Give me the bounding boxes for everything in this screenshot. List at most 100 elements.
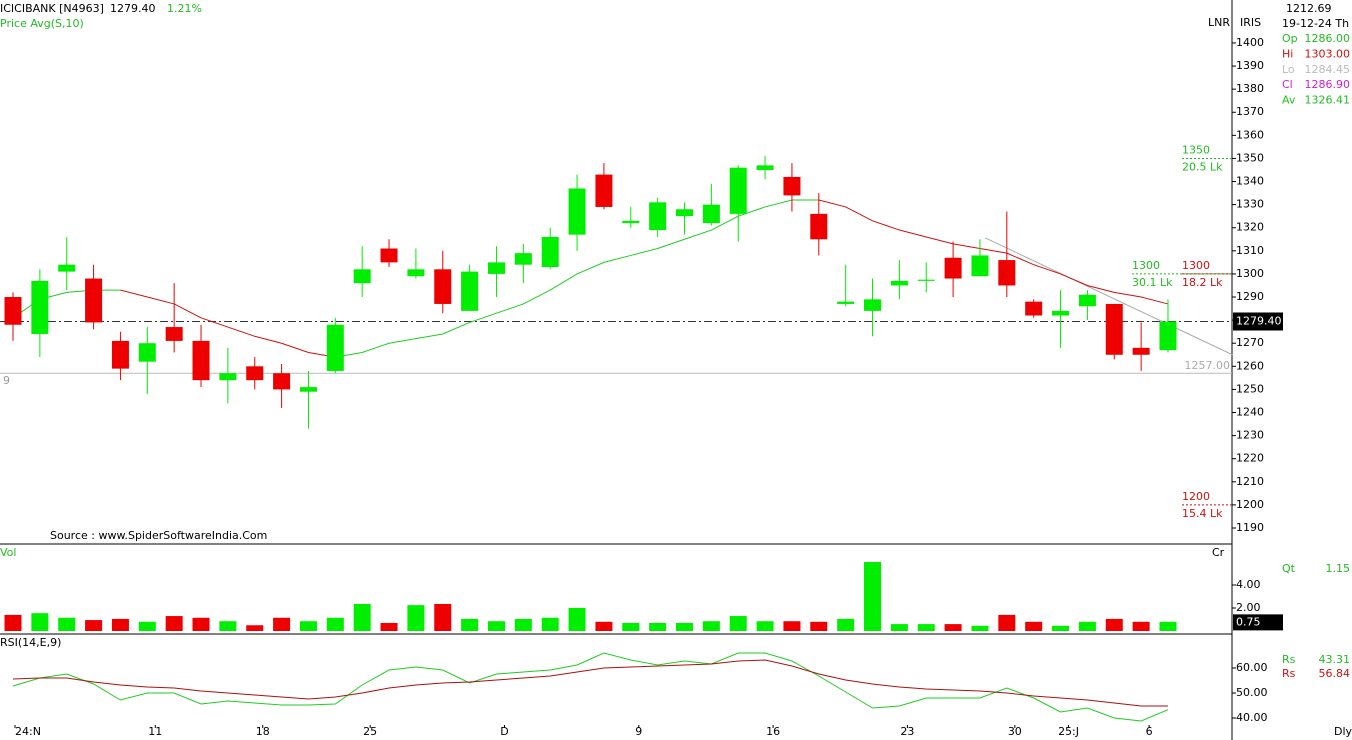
y-tick-label: 2.00 (1236, 601, 1261, 614)
volume-bar (58, 617, 76, 631)
support-label: 1257.00 (1185, 359, 1231, 372)
candle-body (1025, 301, 1043, 316)
level-volume: 20.5 Lk (1182, 160, 1223, 173)
volume-bar (219, 621, 237, 631)
candle-body (31, 280, 49, 334)
volume-bar (326, 617, 344, 631)
x-tick-label: 30 (1008, 725, 1022, 738)
x-tick-label: 16 (766, 725, 780, 738)
y-tick-label: 1230 (1236, 429, 1264, 442)
source: Source : www.SpiderSoftwareIndia.Com (50, 529, 267, 542)
info-date: 19-12-24 Th (1282, 17, 1349, 30)
y-tick-label: 1210 (1236, 475, 1264, 488)
candle-body (407, 269, 425, 277)
candle-body (837, 301, 855, 304)
volume-bar (864, 562, 882, 631)
y-tick-label: 1190 (1236, 521, 1264, 534)
candle-body (58, 264, 76, 272)
candle-body (1078, 294, 1096, 307)
last-price-box (1233, 312, 1283, 331)
info-value: 1286.00 (1305, 32, 1351, 45)
info-rs-value: 56.84 (1319, 667, 1351, 680)
last-price: 1279.40 (110, 2, 156, 15)
volume-bar (111, 618, 129, 631)
last-volume-box (1233, 614, 1283, 631)
info-value: 1303.00 (1305, 47, 1351, 60)
volume-bar (461, 618, 479, 631)
volume-bar (192, 617, 210, 631)
candle-body (729, 167, 747, 214)
info-cr: Cr (1212, 546, 1225, 559)
volume-bar (971, 625, 989, 631)
y-tick-label: 1330 (1236, 198, 1264, 211)
y-tick-label: 1200 (1236, 498, 1264, 511)
x-tick-label: 9 (635, 725, 642, 738)
x-tick-label: 25:J (1058, 725, 1079, 738)
volume-bar (595, 621, 613, 631)
candle-body (917, 279, 935, 281)
info-label: Av (1282, 94, 1296, 107)
volume-bar (1132, 621, 1150, 631)
y-tick-label: 1310 (1236, 244, 1264, 257)
y-tick-label: 1350 (1236, 151, 1264, 164)
info-rs-label: Rs (1282, 667, 1296, 680)
candle-body (514, 253, 532, 265)
x-tick-label: 18 (256, 725, 270, 738)
candle-body (192, 340, 210, 381)
candle-body (111, 340, 129, 369)
volume-bar (1078, 621, 1096, 631)
y-tick-label: 4.00 (1236, 578, 1261, 591)
info-label: Hi (1282, 47, 1293, 60)
y-tick-label: 1320 (1236, 221, 1264, 234)
volume-bar (246, 625, 264, 631)
volume-bar (407, 605, 425, 631)
volume-bar (514, 618, 532, 631)
y-tick-label: 1220 (1236, 452, 1264, 465)
candle-body (971, 255, 989, 277)
candle-body (890, 280, 908, 286)
candle-body (138, 343, 156, 362)
candle-body (353, 269, 371, 284)
candle-body (299, 387, 317, 392)
info-qt-label: Qt (1282, 562, 1296, 575)
y-tick-label: 1370 (1236, 105, 1264, 118)
candle-body (541, 236, 559, 267)
info-lnr: LNR (1208, 16, 1230, 29)
info-qt-value: 1.15 (1326, 562, 1351, 575)
volume-bar (783, 621, 801, 631)
volume-bar (85, 620, 103, 631)
info-value: 1286.90 (1305, 78, 1351, 91)
volume-bar (568, 608, 586, 631)
y-tick-label: 50.00 (1236, 686, 1268, 699)
volume-bar (434, 603, 452, 631)
candle-body (219, 373, 237, 381)
volume-bar (649, 622, 667, 631)
y-tick-label: 40.00 (1236, 711, 1268, 724)
candle-body (165, 327, 183, 341)
volume-bar (917, 624, 935, 631)
candle-body (273, 373, 291, 390)
candle-body (676, 209, 693, 217)
volume-bar (676, 622, 693, 631)
candle-body (326, 324, 344, 371)
candle-body (1132, 347, 1150, 355)
info-iris: IRIS (1240, 16, 1261, 29)
trendline (985, 237, 1233, 356)
last-price-label: 1279.40 (1236, 315, 1282, 328)
moving-average (12, 289, 121, 319)
candle-body (487, 262, 505, 274)
volume-bar (944, 624, 962, 631)
volume-bar (756, 621, 774, 631)
x-tick-label: 6 (1146, 725, 1153, 738)
change: 1.21% (167, 2, 202, 15)
info-value: 1212.69 (1286, 2, 1332, 15)
x-tick-label: 23 (900, 725, 914, 738)
level-label: 1200 (1182, 490, 1210, 503)
volume-bar (487, 621, 505, 631)
volume-bar (702, 621, 720, 631)
y-tick-label: 1270 (1236, 336, 1264, 349)
info-value: 1326.41 (1305, 94, 1351, 107)
volume-bar (138, 621, 156, 631)
candle-body (756, 165, 774, 170)
level-label: 1350 (1182, 143, 1210, 156)
